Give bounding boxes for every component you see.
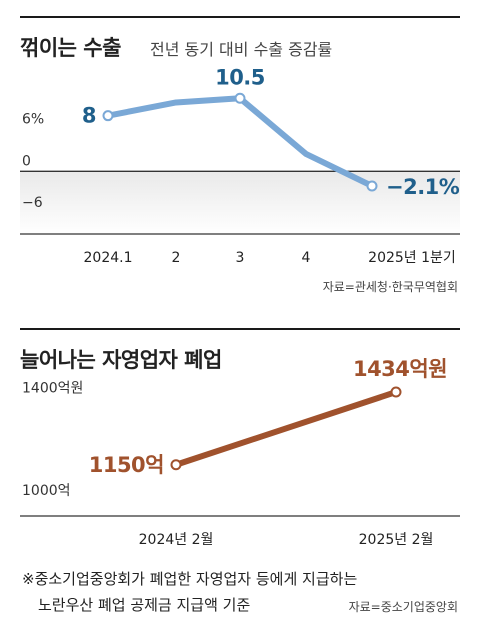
chart2-series-line — [173, 389, 399, 468]
chart2-ytick-label: 1400억원 — [22, 381, 83, 397]
chart2-source: 자료=중소기업중앙회 — [348, 600, 458, 614]
chart2-xtick-label: 2025년 2월 — [359, 532, 434, 548]
chart1-data-label: 8 — [82, 104, 96, 128]
chart1-point — [102, 110, 114, 122]
chart1-data-label: 10.5 — [215, 65, 265, 89]
top-rule — [20, 16, 460, 18]
chart2-note-line-1: ※중소기업중앙회가 폐업한 자영업자 등에게 지급하는 — [22, 570, 358, 588]
chart1-xtick-label: 2 — [172, 250, 181, 266]
chart1-xtick-label: 4 — [302, 250, 311, 266]
chart1-ytick-label: −6 — [22, 195, 43, 211]
chart1-title: 꺾이는 수출 — [20, 36, 121, 60]
chart1-ytick-label: 0 — [22, 153, 31, 169]
chart2-data-label: 1434억원 — [353, 357, 447, 381]
chart1-data-label: −2.1% — [386, 175, 460, 199]
chart2-note-line-2: 노란우산 폐업 공제금 지급액 기준 — [38, 596, 251, 614]
chart1-xtick-label: 2025년 1분기 — [368, 250, 456, 266]
chart2-xtick-label: 2024년 2월 — [139, 532, 214, 548]
chart2-point — [390, 386, 402, 398]
chart1-plot: 6% 0 −6 2024.1 2 3 4 2025년 1분기 8 10.5 −2.1% — [20, 65, 460, 266]
chart1-negative-band — [20, 171, 460, 234]
chart2-ytick-label: 1000억 — [22, 483, 71, 499]
chart2-title: 늘어나는 자영업자 폐업 — [20, 348, 222, 372]
chart1-point — [234, 92, 246, 104]
chart1-subtitle: 전년 동기 대비 수출 증감률 — [150, 40, 333, 59]
chart1-xtick-label: 2024.1 — [84, 250, 133, 266]
chart2-point — [170, 459, 182, 471]
chart2-data-label: 1150억 — [89, 453, 164, 477]
chart1-ytick-label: 6% — [22, 112, 44, 128]
middle-rule — [20, 328, 460, 330]
chart2-plot: 1400억원 1000억 2024년 2월 2025년 2월 1150억 1434억원 — [20, 357, 460, 548]
chart1-xtick-label: 3 — [236, 250, 245, 266]
chart1-source: 자료=관세청·한국무역협회 — [322, 280, 458, 294]
chart1-point — [366, 180, 378, 192]
